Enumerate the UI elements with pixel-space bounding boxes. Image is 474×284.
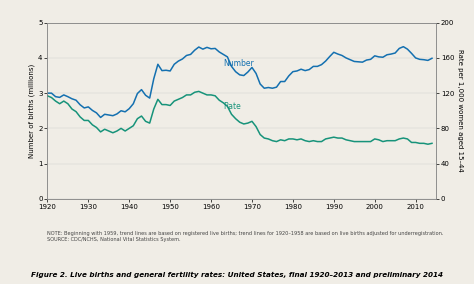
Text: Figure 2. Live births and general fertility rates: United States, final 1920–201: Figure 2. Live births and general fertil… bbox=[31, 272, 443, 278]
Text: NOTE: Beginning with 1959, trend lines are based on registered live births; tren: NOTE: Beginning with 1959, trend lines a… bbox=[47, 231, 444, 242]
Y-axis label: Number of births (millions): Number of births (millions) bbox=[29, 64, 35, 158]
Text: Rate: Rate bbox=[223, 102, 241, 111]
Text: Number: Number bbox=[223, 59, 254, 68]
Y-axis label: Rate per 1,000 women aged 15–44: Rate per 1,000 women aged 15–44 bbox=[457, 49, 463, 172]
